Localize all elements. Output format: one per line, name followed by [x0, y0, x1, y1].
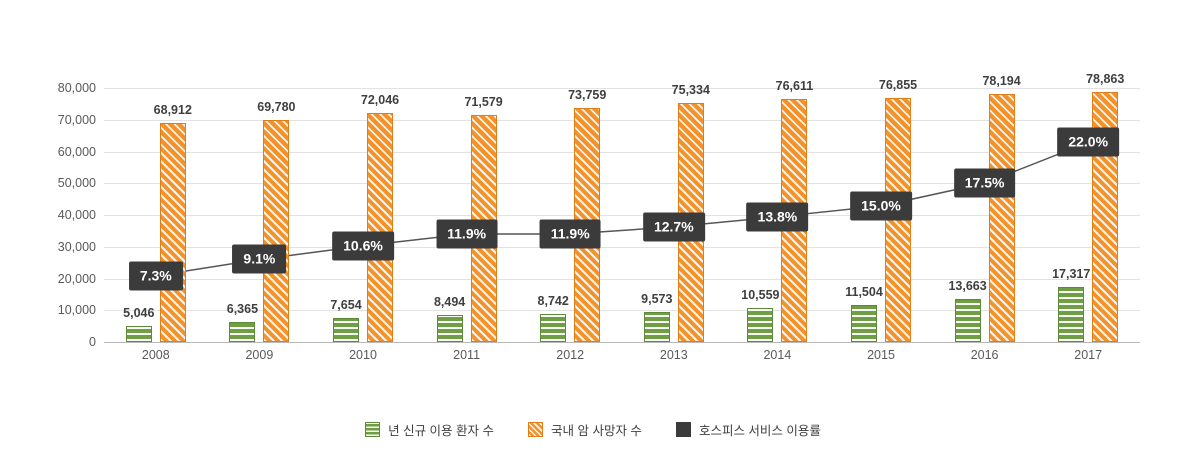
gridline — [104, 151, 1140, 153]
y-axis-tick-label: 10,000 — [57, 303, 96, 318]
bar-label-cancer-deaths: 71,579 — [464, 94, 503, 109]
rate-label-hospice: 12.7% — [642, 212, 705, 242]
bar-label-new-patients: 6,365 — [226, 301, 259, 316]
rate-label-hospice: 11.9% — [436, 219, 498, 249]
rate-label-hospice: 15.0% — [850, 191, 912, 221]
plot-area: 5,046 68,912 6,365 69,780 7,654 72,046 8,494 71… — [104, 72, 1140, 343]
bar-new-patients — [229, 321, 256, 342]
rate-label-hospice: 13.8% — [746, 202, 809, 232]
bar-new-patients — [436, 315, 463, 342]
y-axis-tick-label: 0 — [89, 335, 96, 349]
x-axis-tick-label: 2010 — [349, 348, 377, 362]
bar-label-new-patients: 8,494 — [433, 295, 466, 310]
y-axis-tick-label: 20,000 — [57, 271, 96, 286]
bar-label-new-patients: 8,742 — [537, 294, 569, 309]
x-axis-tick-label: 2012 — [556, 348, 585, 362]
bar-label-cancer-deaths: 75,334 — [671, 82, 710, 97]
legend-swatch-orange-icon — [528, 422, 544, 437]
y-axis-tick-label: 30,000 — [57, 239, 96, 254]
chart-legend: 년 신규 이용 환자 수 국내 암 사망자 수 호스피스 서비스 이용률 — [0, 420, 1186, 439]
gridline — [104, 88, 1140, 89]
bar-label-new-patients: 13,663 — [948, 278, 987, 293]
y-axis: 0 10,000 20,000 30,000 40,000 50,000 60,000 70,… — [30, 81, 96, 349]
bar-label-new-patients: 11,504 — [845, 285, 883, 300]
bar-new-patients — [851, 305, 877, 342]
bar-new-patients — [954, 298, 981, 342]
x-axis-tick-label: 2017 — [1074, 348, 1103, 362]
bar-new-patients — [125, 325, 152, 342]
bar-cancer-deaths — [159, 123, 186, 342]
bar-label-new-patients: 10,559 — [741, 288, 780, 303]
x-axis-tick-label: 2014 — [763, 348, 792, 362]
y-axis-tick-label: 40,000 — [57, 208, 96, 222]
y-axis-tick-label: 70,000 — [57, 112, 96, 127]
legend-swatch-green-icon — [365, 422, 381, 437]
legend-label-cancer-deaths: 국내 암 사망자 수 — [551, 424, 642, 438]
gridline — [104, 183, 1140, 185]
bar-cancer-deaths — [367, 113, 393, 342]
x-axis-tick-label: 2011 — [453, 348, 481, 362]
gridline — [104, 278, 1140, 280]
gridline — [104, 246, 1140, 248]
gridline — [104, 310, 1140, 312]
y-axis-tick-label: 60,000 — [57, 144, 96, 159]
bar-label-cancer-deaths: 76,611 — [775, 78, 814, 93]
rate-label-hospice: 10.6% — [332, 231, 394, 261]
x-axis: 2008 2009 2010 2011 2012 2013 2014 2015 2016 2017 — [104, 348, 1140, 370]
bar-label-new-patients: 5,046 — [123, 305, 155, 320]
bar-label-new-patients: 17,317 — [1052, 267, 1091, 282]
bar-cancer-deaths — [263, 120, 290, 342]
gridline — [104, 215, 1140, 216]
rate-label-hospice: 22.0% — [1057, 127, 1120, 157]
x-axis-tick-label: 2016 — [970, 348, 999, 362]
bar-new-patients — [540, 314, 567, 342]
bar-new-patients — [747, 308, 774, 342]
x-axis-tick-label: 2009 — [245, 348, 274, 362]
y-axis-tick-label: 50,000 — [57, 176, 96, 191]
rate-label-hospice: 7.3% — [128, 261, 183, 291]
legend-swatch-dark-icon — [675, 422, 691, 437]
x-axis-tick-label: 2013 — [659, 348, 688, 362]
rate-label-hospice: 9.1% — [232, 244, 287, 274]
bar-label-new-patients: 7,654 — [330, 297, 362, 312]
bar-new-patients — [333, 317, 359, 342]
rate-label-hospice: 11.9% — [539, 219, 601, 249]
bar-label-cancer-deaths: 78,863 — [1086, 71, 1125, 86]
y-axis-tick-label: 80,000 — [57, 81, 96, 95]
bar-label-cancer-deaths: 76,855 — [878, 78, 918, 92]
bar-new-patients — [643, 311, 670, 342]
legend-item-new-patients: 년 신규 이용 환자 수 — [365, 420, 494, 439]
legend-item-cancer-deaths: 국내 암 사망자 수 — [528, 420, 642, 439]
bar-label-cancer-deaths: 69,780 — [257, 100, 296, 115]
bar-label-new-patients: 9,573 — [641, 291, 673, 306]
gridline — [104, 342, 1140, 343]
bar-label-cancer-deaths: 73,759 — [568, 87, 607, 102]
rate-label-hospice: 17.5% — [953, 168, 1016, 198]
bar-label-cancer-deaths: 72,046 — [360, 93, 400, 108]
gridline — [104, 119, 1140, 121]
x-axis-tick-label: 2008 — [141, 348, 170, 362]
legend-label-hospice-rate: 호스피스 서비스 이용률 — [698, 424, 821, 438]
bar-cancer-deaths — [988, 93, 1015, 342]
legend-item-hospice-rate: 호스피스 서비스 이용률 — [675, 420, 821, 439]
bar-label-cancer-deaths: 78,194 — [982, 73, 1021, 88]
bar-label-cancer-deaths: 68,912 — [153, 103, 192, 118]
bar-new-patients — [1058, 287, 1085, 342]
legend-label-new-patients: 년 신규 이용 환자 수 — [388, 424, 495, 438]
x-axis-tick-label: 2015 — [867, 348, 895, 362]
